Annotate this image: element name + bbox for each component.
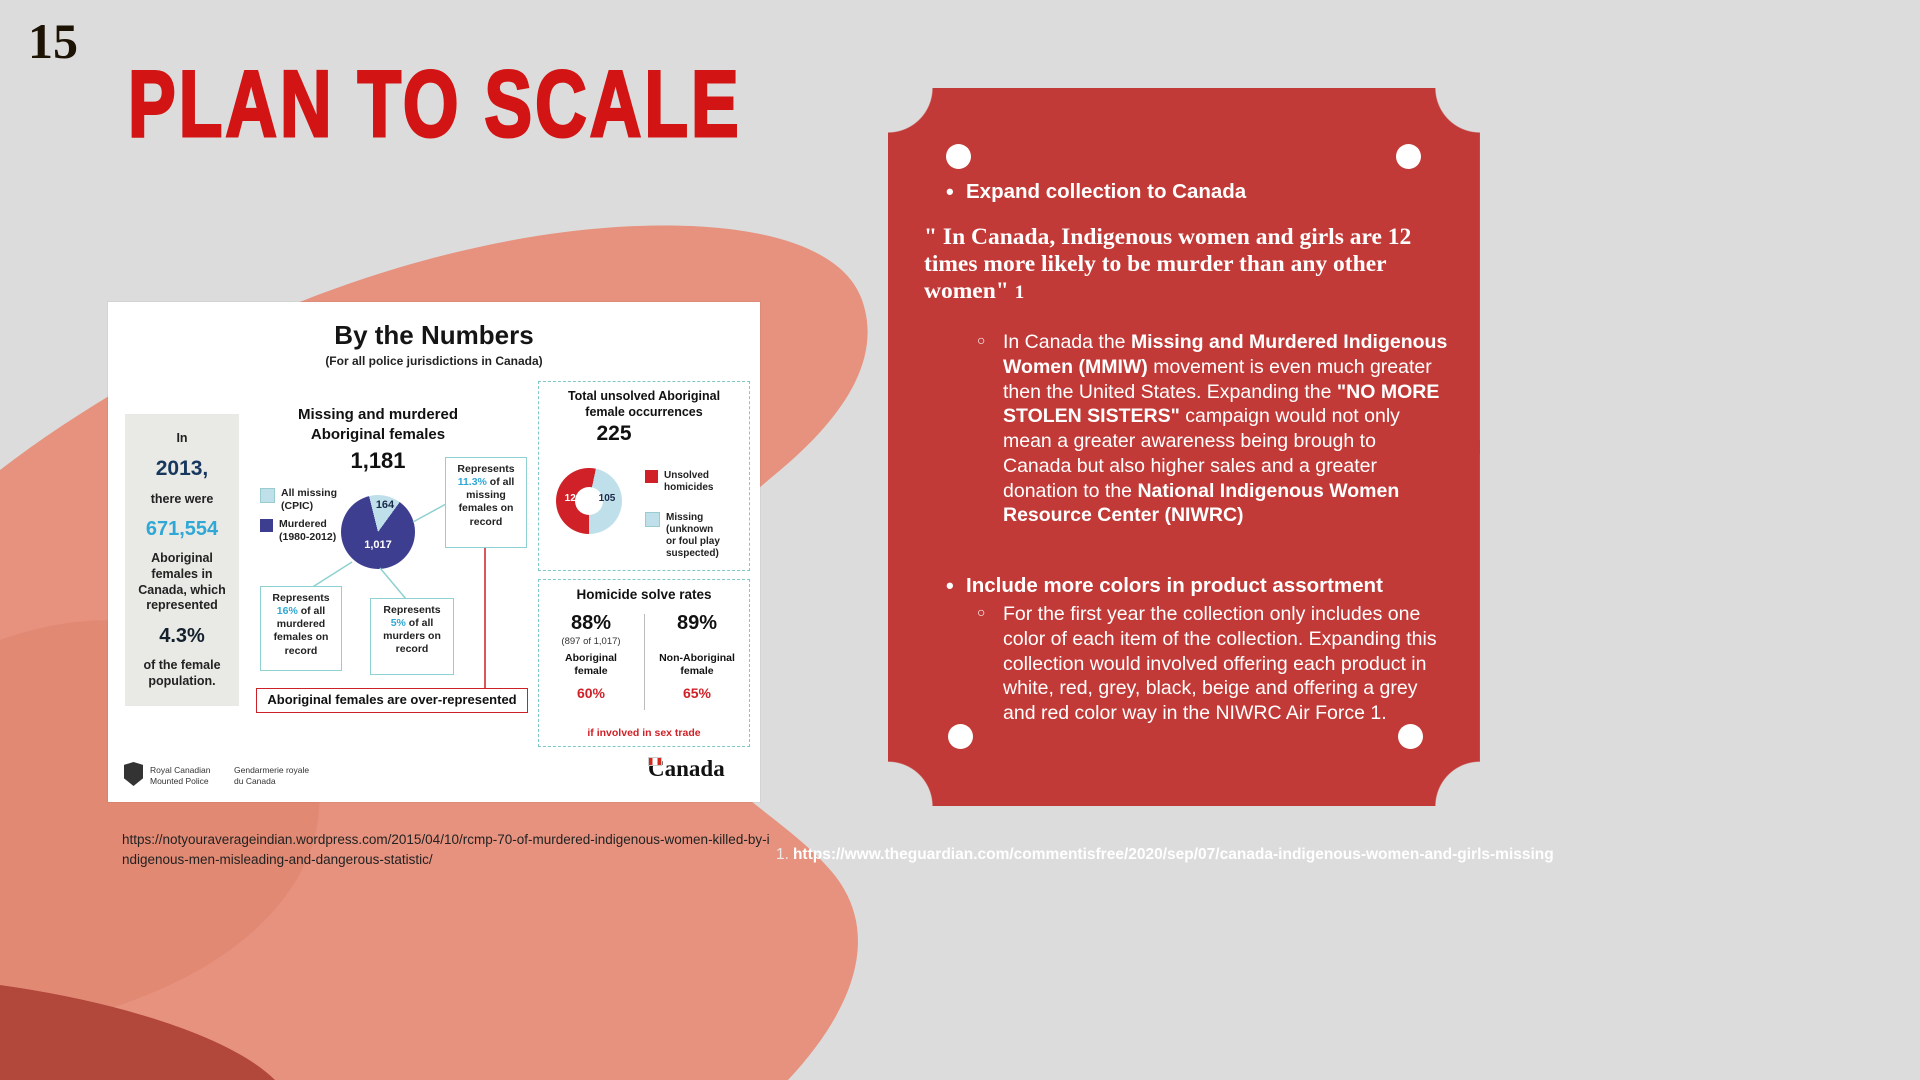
mmiw-text: In Canada the — [1003, 331, 1131, 353]
quote-text: " In Canada, Indigenous women and girls … — [924, 224, 1412, 304]
solve-col-non-aboriginal: 89% Non-Aboriginal female 65% — [647, 612, 747, 701]
callout-pct: 16% — [276, 605, 298, 618]
sex-trade-note: if involved in sex trade — [587, 727, 701, 739]
page-number: 15 — [28, 13, 78, 69]
stat-pct: 4.3% — [159, 624, 205, 647]
callout-prefix: Represents — [383, 604, 441, 616]
colors-paragraph: For the first year the collection only i… — [977, 602, 1449, 726]
legend-all-missing: All missing (CPIC) — [260, 487, 337, 512]
mmiw-bold: "NO MORE STOLEN SISTERS" — [1003, 380, 1440, 428]
solve-detail — [647, 636, 747, 647]
fabric-shape-shadow — [0, 985, 275, 1080]
solve-col-aboriginal: 88% (897 of 1,017) Aboriginal female 60% — [541, 612, 641, 701]
legend-label: Unsolved homicides — [664, 470, 714, 493]
mmiw-bold: National Indigenous Women Resource Cente… — [1003, 479, 1400, 527]
plan-details-card: Expand collection to Canada " In Canada,… — [888, 88, 1480, 806]
legend-swatch-dark — [260, 519, 273, 532]
missing-murdered-total: 1,181 — [350, 448, 406, 473]
solve-detail: (897 of 1,017) — [561, 636, 621, 647]
legend-swatch-light — [645, 512, 660, 527]
donut-hole — [575, 487, 603, 515]
stat-intro: In — [176, 430, 188, 445]
infographic-subtitle: (For all police jurisdictions in Canada) — [325, 354, 543, 368]
pie-label-missing: 164 — [375, 499, 395, 511]
solve-pct: 88% — [570, 612, 612, 634]
corner-dot — [948, 724, 973, 749]
donut-label-unsolved: 120 — [564, 493, 582, 504]
guardian-quote: " In Canada, Indigenous women and girls … — [924, 224, 1450, 304]
legend-swatch-light — [260, 488, 275, 503]
quote-footnote-ref: 1 — [1014, 281, 1025, 303]
callout-pct: 5% — [390, 617, 406, 630]
stat-box-2013: In 2013, there were 671,554 Aboriginal f… — [125, 414, 239, 706]
callout-missing: Represents 11.3% of all missing females … — [445, 457, 527, 548]
stat-there-were: there were — [150, 491, 214, 506]
mmiw-text: campaign would not only mean a greater a… — [1003, 405, 1400, 502]
mm-pie — [341, 495, 415, 569]
infographic-title: By the Numbers — [334, 320, 534, 350]
legend-label: Missing (unknown or foul play suspected) — [666, 512, 720, 559]
over-represented-banner: Aboriginal females are over-represented — [256, 688, 528, 713]
page-title: PLAN TO SCALE — [127, 50, 742, 158]
column-divider — [644, 614, 645, 710]
rcmp-name-fr: Gendarmerie royale du Canada — [234, 765, 310, 787]
callout-murdered: Represents 16% of all murdered females o… — [260, 586, 342, 671]
legend-label: All missing (CPIC) — [281, 487, 338, 512]
rcmp-crest-logo — [124, 762, 143, 786]
corner-dot — [1398, 724, 1423, 749]
solve-pct: 89% — [676, 612, 718, 634]
unsolved-panel: Total unsolved Aboriginal female occurre… — [538, 381, 750, 571]
callout-rest: of all murders on record — [383, 617, 441, 656]
solve-trade-pct: 65% — [682, 685, 712, 702]
bullet-more-colors: Include more colors in product assortmen… — [946, 573, 1446, 599]
bullet-expand-collection: Expand collection to Canada — [946, 179, 1246, 205]
missing-murdered-heading: Missing and murdered Aboriginal females — [297, 406, 459, 443]
legend-murdered: Murdered (1980-2012) — [260, 518, 336, 543]
corner-dot — [1396, 144, 1421, 169]
stat-outro: of the female population. — [143, 658, 221, 688]
callout-prefix: Represents — [272, 592, 330, 604]
legend-missing-foul-play: Missing (unknown or foul play suspected) — [645, 512, 720, 560]
footnote-number: 1. — [776, 846, 789, 863]
legend-label: Murdered (1980-2012) — [279, 518, 337, 543]
footnote-url[interactable]: https://www.theguardian.com/commentisfre… — [792, 846, 1554, 863]
solve-label: Aboriginal female — [565, 652, 617, 677]
callout-rest: of all missing females on record — [458, 476, 515, 528]
stat-desc: Aboriginal females in Canada, which repr… — [138, 551, 226, 613]
donut-label-missing: 105 — [598, 493, 616, 504]
callout-murders: Represents 5% of all murders on record — [370, 598, 454, 675]
unsolved-title: Total unsolved Aboriginal female occurre… — [567, 389, 721, 419]
infographic-image: By the Numbers (For all police jurisdict… — [108, 302, 760, 802]
source-link-left[interactable]: https://notyouraverageindian.wordpress.c… — [122, 832, 770, 868]
legend-unsolved-homicides: Unsolved homicides — [645, 470, 713, 494]
callout-prefix: Represents — [457, 463, 515, 475]
legend-swatch-red — [645, 470, 658, 483]
solve-trade-pct: 60% — [576, 685, 606, 702]
corner-dot — [946, 144, 971, 169]
solve-rates-title: Homicide solve rates — [576, 587, 712, 602]
mmiw-bold: Missing and Murdered Indigenous Women (M… — [1003, 331, 1448, 378]
source-link-right[interactable]: 1. https://www.theguardian.com/commentisf… — [776, 846, 1576, 864]
rcmp-name-en: Royal Canadian Mounted Police — [150, 765, 211, 787]
canada-flag-icon — [648, 757, 662, 766]
solve-rates-panel: Homicide solve rates 88% (897 of 1,017) … — [538, 579, 750, 747]
solve-label: Non-Aboriginal female — [659, 652, 735, 677]
stat-count: 671,554 — [145, 517, 219, 540]
mmiw-paragraph: In Canada the Missing and Murdered Indig… — [977, 330, 1449, 528]
stat-year: 2013, — [155, 456, 209, 480]
mmiw-text: movement is even much greater then the U… — [1003, 355, 1432, 403]
unsolved-total: 225 — [596, 422, 632, 445]
pie-label-murdered: 1,017 — [364, 539, 392, 551]
callout-pct: 11.3% — [457, 476, 487, 489]
callout-rest: of all murdered females on record — [273, 605, 329, 657]
